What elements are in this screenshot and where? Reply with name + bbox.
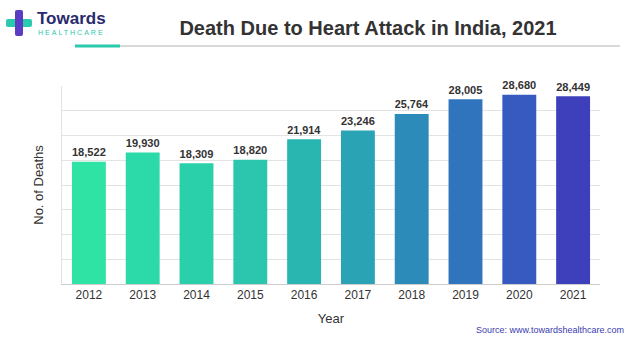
svg-text:2012: 2012 [76, 288, 103, 302]
svg-text:18,820: 18,820 [233, 144, 267, 156]
svg-text:Year: Year [318, 311, 345, 326]
svg-text:28,680: 28,680 [502, 79, 536, 91]
svg-text:19,930: 19,930 [126, 137, 160, 149]
svg-text:2021: 2021 [560, 288, 587, 302]
svg-text:2019: 2019 [452, 288, 479, 302]
svg-text:No. of Deaths: No. of Deaths [31, 145, 46, 225]
svg-text:25,764: 25,764 [395, 98, 428, 110]
svg-text:2018: 2018 [398, 288, 425, 302]
svg-text:2015: 2015 [237, 288, 264, 302]
svg-text:2014: 2014 [183, 288, 210, 302]
svg-text:Source: www.towardshealthcare.: Source: www.towardshealthcare.com [476, 325, 624, 335]
html-text:HEALTHCARE: HEALTHCARE [38, 29, 105, 36]
svg-text:2020: 2020 [506, 288, 533, 302]
svg-text:2013: 2013 [129, 288, 156, 302]
svg-text:2016: 2016 [291, 288, 318, 302]
svg-text:28,005: 28,005 [449, 84, 483, 96]
svg-text:23,246: 23,246 [341, 115, 375, 127]
svg-text:21,914: 21,914 [287, 124, 320, 136]
svg-text:28,449: 28,449 [556, 81, 590, 93]
html-text:Towards: Towards [37, 9, 106, 28]
svg-text:2017: 2017 [345, 288, 372, 302]
svg-text:18,522: 18,522 [72, 146, 106, 158]
svg-text:18,309: 18,309 [180, 148, 214, 160]
svg-text:Death Due to Heart Attack in I: Death Due to Heart Attack in India, 2021 [179, 17, 556, 39]
